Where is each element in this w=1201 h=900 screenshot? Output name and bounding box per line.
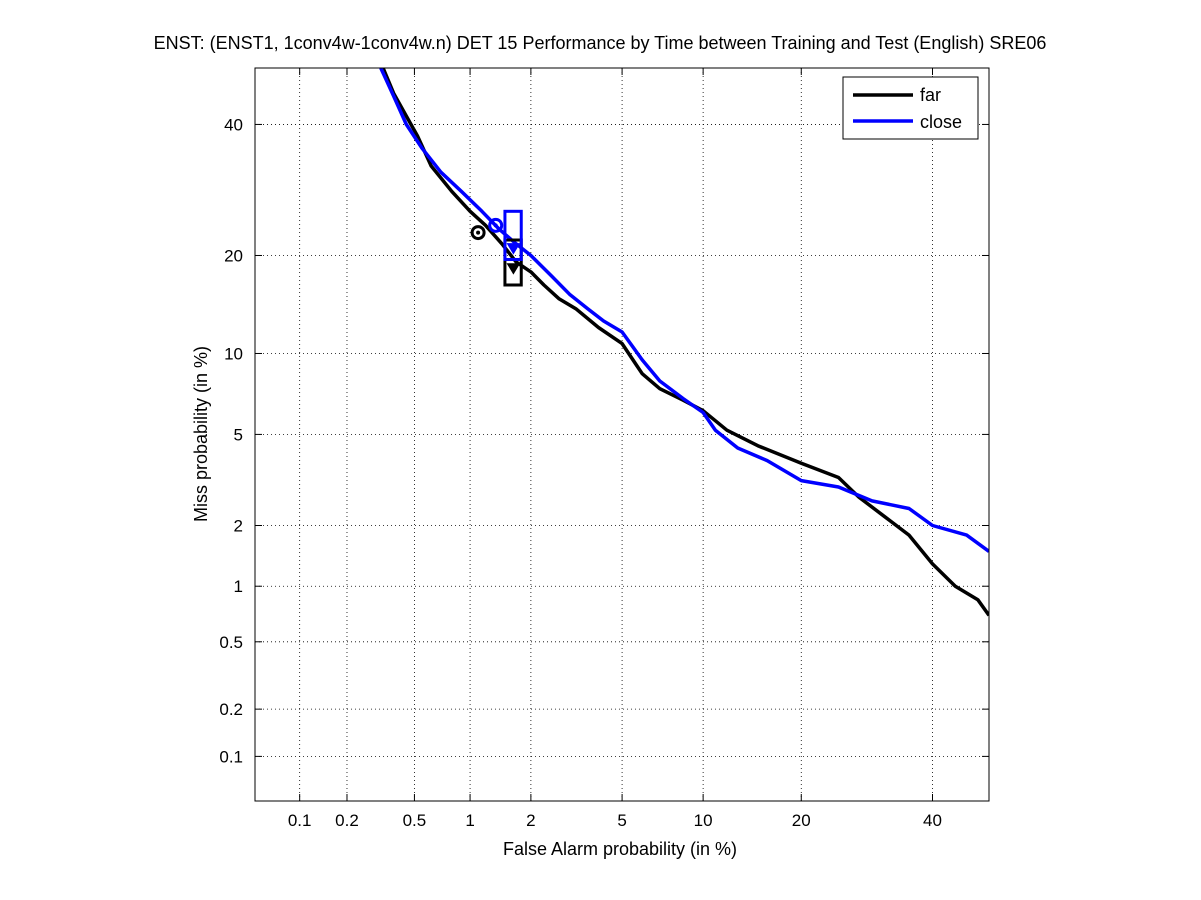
y-tick-label: 5 [234,425,243,444]
x-tick-label: 0.2 [335,811,359,830]
dcf-marker-close [488,217,504,233]
x-axis-label: False Alarm probability (in %) [503,839,737,859]
y-tick-label: 10 [224,344,243,363]
eer-marker-close [506,243,521,255]
series-line-far [381,68,989,617]
eer-marker-far [506,263,521,275]
legend-box [842,76,979,140]
confidence-box-close [503,209,523,261]
dcf-marker-center-close [493,223,498,228]
x-tick-label: 0.1 [288,811,312,830]
legend-label-far: far [920,85,941,105]
x-tick-label: 40 [923,811,942,830]
markers [470,209,523,287]
plot-background [255,68,989,801]
confidence-box-far [503,238,523,287]
legend: far close [842,76,979,140]
dcf-marker-center-far [476,230,481,235]
y-tick-label: 20 [224,246,243,265]
y-tick-label: 0.1 [219,747,243,766]
y-tick-label: 40 [224,115,243,134]
chart-title: ENST: (ENST1, 1conv4w-1conv4w.n) DET 15 … [154,33,1047,53]
legend-label-close: close [920,112,962,132]
series-lines [379,68,989,617]
x-tick-label: 20 [792,811,811,830]
x-tick-label: 2 [526,811,535,830]
x-tick-label: 1 [465,811,474,830]
y-tick-label: 1 [234,577,243,596]
series-line-close [379,68,989,553]
dcf-marker-far [470,225,486,241]
y-tick-label: 0.5 [219,633,243,652]
x-tick-label: 10 [694,811,713,830]
x-tick-label: 5 [617,811,626,830]
x-axis-ticks: 0.1 0.2 0.5 1 2 5 10 20 40 [288,68,942,830]
y-tick-label: 0.2 [219,700,243,719]
x-tick-label: 0.5 [403,811,427,830]
y-tick-label: 2 [234,516,243,535]
plot-area [254,67,990,802]
y-axis-ticks: 0.1 0.2 0.5 1 2 5 10 20 40 [219,115,989,766]
y-axis-label: Miss probability (in %) [191,346,211,522]
